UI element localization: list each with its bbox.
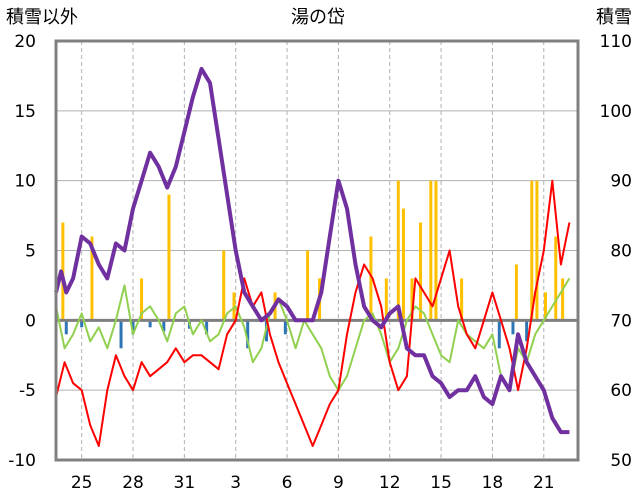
right-tick-label-4: 90 (610, 172, 632, 192)
right-tick-label-1: 60 (610, 381, 632, 401)
x-tick-label-3: 3 (230, 473, 241, 493)
temp_max-line (55, 179, 571, 447)
precip_bars-bar-17 (460, 278, 464, 321)
left-tick-label-5: 15 (14, 102, 36, 122)
x-tick-labels: 25 28 31 3 6 9 12 15 18 21 (71, 473, 555, 493)
plot-frame (54, 39, 580, 462)
negative_bars-bar-8 (246, 320, 250, 349)
precip_bars-bar-14 (419, 222, 423, 321)
negative_bars-bar-3 (131, 320, 135, 335)
left-tick-label-3: 5 (25, 242, 36, 262)
negative_bars-bar-5 (162, 320, 166, 332)
precip_bars-bar-21 (543, 292, 547, 321)
x-tick-label-8: 18 (482, 473, 504, 493)
left-tick-label-2: 0 (25, 311, 36, 331)
precip_bars-bar-10 (384, 278, 388, 321)
negative_bars-bar-11 (497, 320, 501, 349)
x-tick-label-4: 6 (282, 473, 293, 493)
x-tick-label-1: 28 (122, 473, 144, 493)
snow_depth-line (54, 66, 570, 435)
right-axis-label: 積雪 (596, 7, 632, 28)
precip_bars-bar-19 (530, 180, 534, 321)
precip_bars-bar-13 (410, 278, 414, 321)
right-tick-label-5: 100 (600, 102, 632, 122)
left-axis-label: 積雪以外 (6, 7, 78, 28)
x-tick-label-0: 25 (71, 473, 93, 493)
left-tick-label-0: -10 (8, 451, 36, 471)
temp_min-line (55, 277, 571, 392)
precip_bars-bar-22 (554, 236, 558, 321)
negative_bars-bar-4 (148, 320, 152, 328)
right-tick-label-2: 70 (610, 311, 632, 331)
x-tick-label-2: 31 (174, 473, 196, 493)
negative_bars-bar-13 (525, 320, 529, 342)
precip_bars-bar-1 (90, 236, 94, 321)
precip_bars-bar-5 (232, 292, 236, 321)
precip_bars-bar-11 (396, 180, 400, 321)
x-tick-label-5: 9 (333, 473, 344, 493)
precip_bars-bar-2 (140, 278, 144, 321)
negative_bars-bar-0 (64, 320, 68, 335)
negative_bars-bar-10 (283, 320, 287, 335)
lines-layer (54, 66, 571, 447)
precip_bars-bar-16 (434, 180, 438, 321)
x-tick-label-7: 15 (430, 473, 452, 493)
precip_bars-bar-12 (401, 208, 405, 321)
precip_bars-bar-3 (167, 194, 171, 321)
right-tick-label-6: 110 (600, 32, 632, 52)
precip_bars-bar-15 (429, 180, 433, 321)
left-tick-label-4: 10 (14, 172, 36, 192)
negative_bars-bar-12 (511, 320, 515, 335)
precip_bars-bar-18 (514, 264, 518, 321)
right-tick-label-0: 50 (610, 451, 632, 471)
left-tick-labels: -10 -5 0 5 10 15 20 (8, 32, 36, 471)
left-tick-label-1: -5 (19, 381, 36, 401)
precip_bars-bar-4 (222, 250, 226, 321)
precip_bars-bar-9 (369, 236, 373, 321)
precip_bars-bar-23 (561, 278, 565, 321)
x-tick-label-6: 12 (379, 473, 401, 493)
right-tick-label-3: 80 (610, 242, 632, 262)
negative_bars-bar-1 (80, 320, 84, 328)
chart-title: 湯の岱 (291, 7, 345, 28)
negative_bars-bar-7 (205, 320, 209, 335)
negative_bars-bar-2 (119, 320, 123, 349)
x-tick-label-9: 21 (533, 473, 555, 493)
right-tick-labels: 50 60 70 80 90 100 110 (600, 32, 632, 471)
precip_bars-bar-7 (306, 250, 310, 321)
precip_bars-bar-20 (535, 180, 539, 321)
left-tick-label-6: 20 (14, 32, 36, 52)
